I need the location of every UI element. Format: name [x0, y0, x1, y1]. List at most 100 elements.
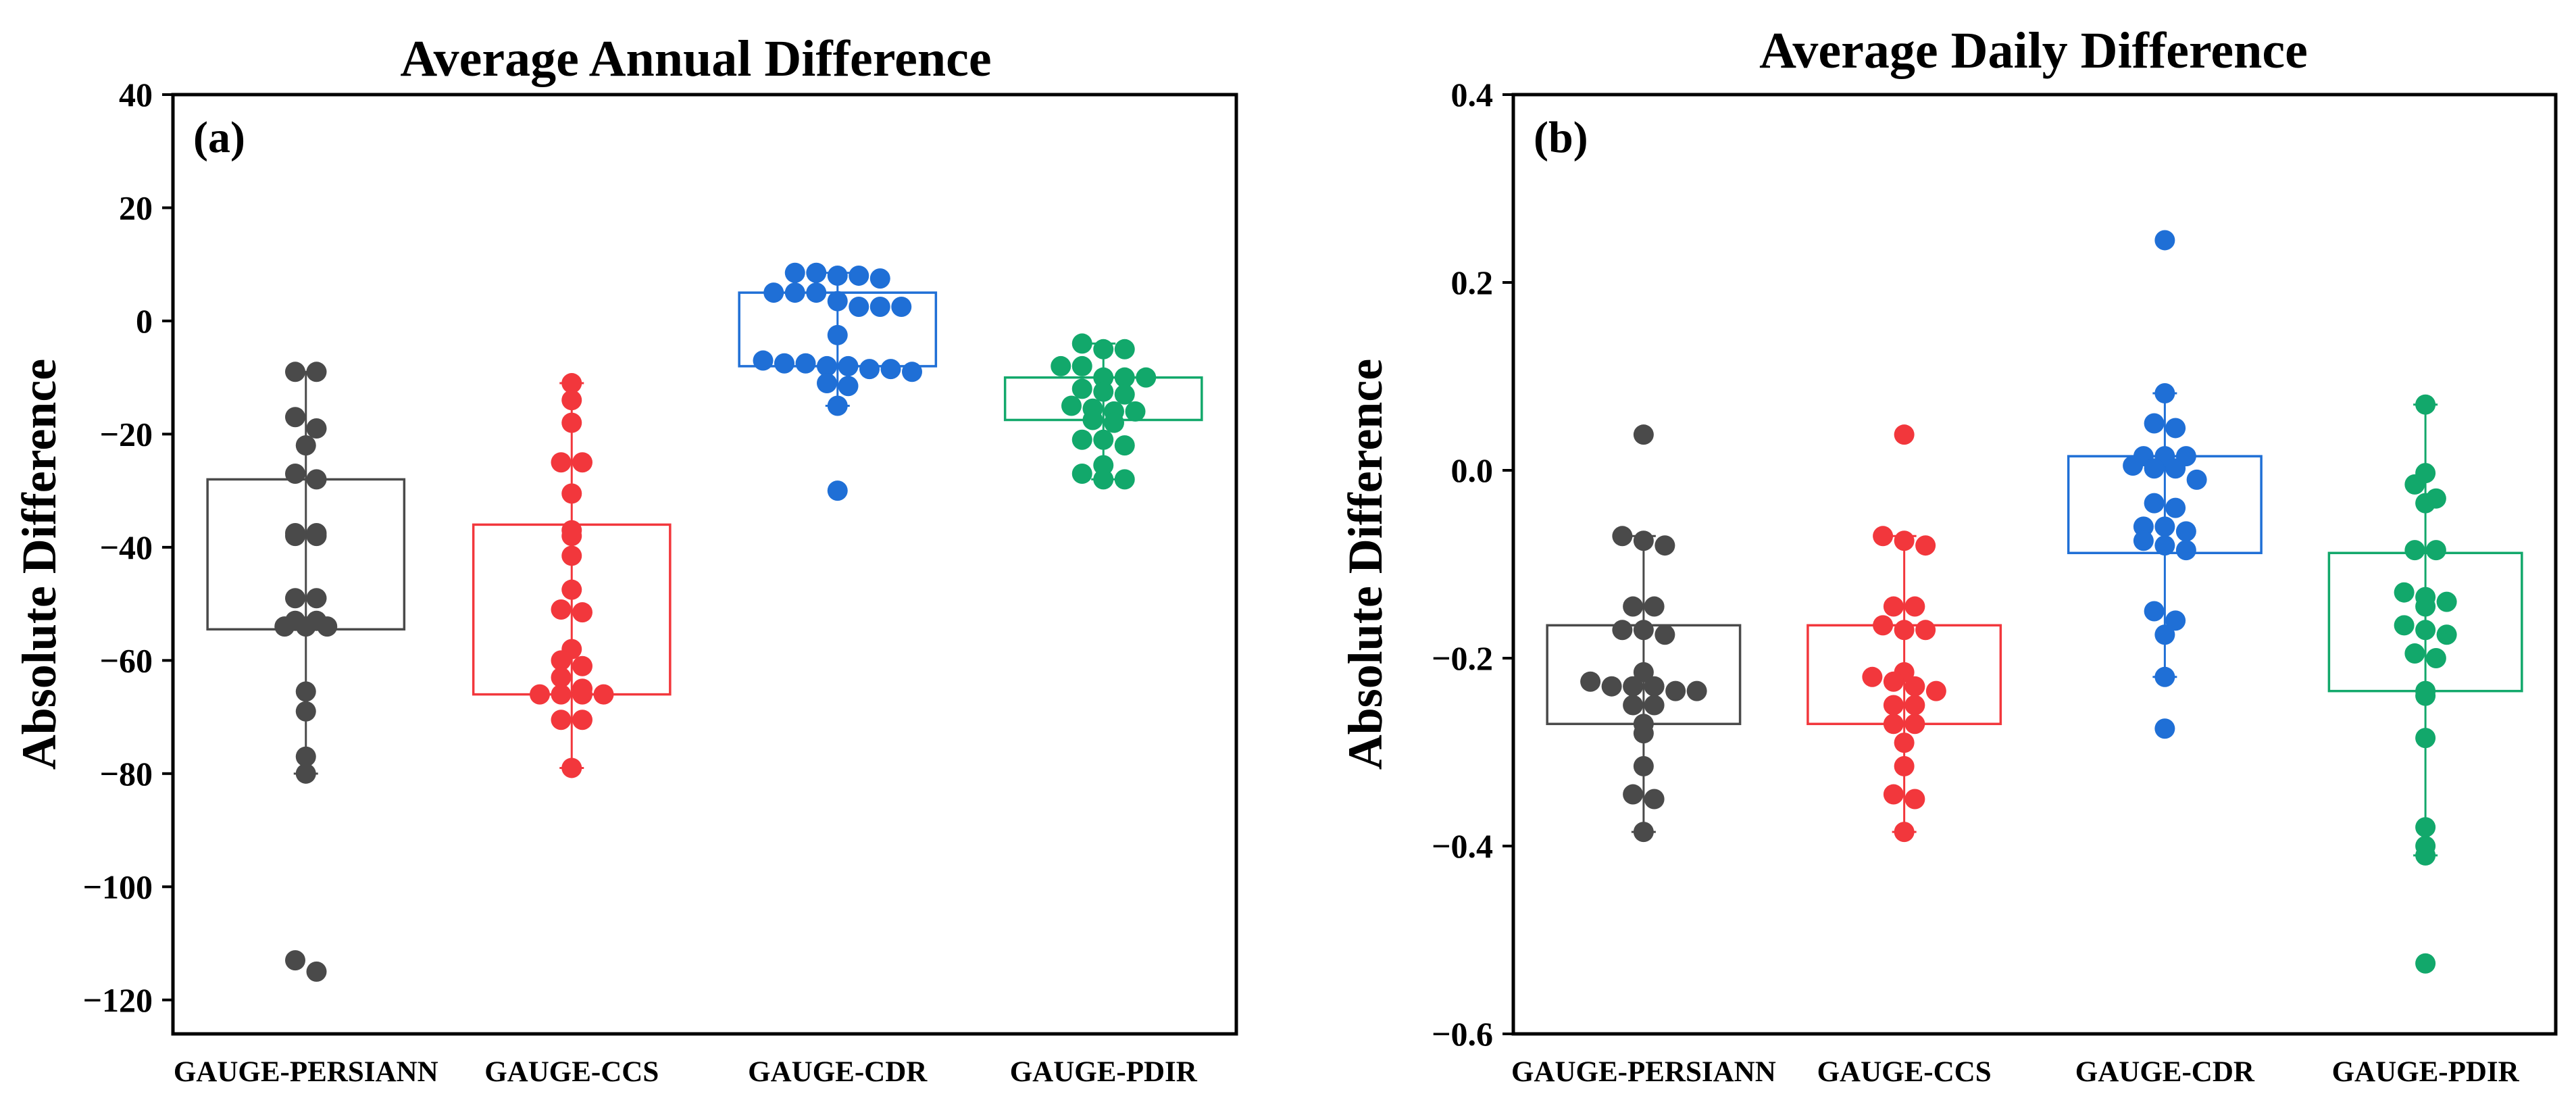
- y-axis-label: Absolute Difference: [1338, 359, 1392, 770]
- data-point: [1894, 733, 1915, 753]
- y-tick-label: 40: [119, 76, 153, 114]
- data-point: [1093, 455, 1114, 476]
- data-point: [1873, 526, 1894, 547]
- chart-title: Average Daily Difference: [1759, 22, 2308, 79]
- data-point: [869, 297, 890, 318]
- data-point: [838, 355, 859, 376]
- data-point: [1644, 695, 1665, 716]
- data-point: [295, 701, 316, 722]
- data-point: [2415, 394, 2436, 415]
- data-point: [1633, 620, 1654, 641]
- data-point: [2175, 521, 2196, 542]
- data-point: [572, 655, 592, 676]
- data-point: [1633, 424, 1654, 445]
- y-tick-label: −20: [100, 415, 153, 453]
- series-gauge-persiann: [206, 362, 406, 982]
- data-point: [2154, 535, 2175, 556]
- x-tick-label: GAUGE-PDIR: [2332, 1056, 2520, 1088]
- data-point: [1894, 755, 1915, 776]
- data-point: [1104, 412, 1124, 433]
- data-point: [285, 526, 305, 547]
- data-point: [1114, 339, 1135, 359]
- data-point: [1612, 620, 1633, 641]
- data-point: [285, 362, 305, 382]
- data-point: [561, 483, 582, 504]
- data-point: [1894, 822, 1915, 843]
- data-point: [2404, 540, 2425, 561]
- data-point: [2436, 591, 2457, 612]
- data-point: [2154, 666, 2175, 687]
- data-point: [2415, 596, 2436, 617]
- y-tick-label: −40: [100, 528, 153, 566]
- chart-panel-b: Average Daily Difference Absolute Differe…: [1338, 22, 2558, 1088]
- data-point: [2154, 624, 2175, 645]
- series-gauge-cdr: [2067, 230, 2263, 739]
- data-point: [1883, 784, 1904, 805]
- data-point: [1915, 535, 1936, 556]
- data-point: [1071, 333, 1092, 354]
- data-point: [572, 602, 592, 623]
- data-point: [1862, 666, 1883, 687]
- data-point: [551, 684, 572, 705]
- data-point: [2144, 413, 2165, 434]
- data-point: [1114, 367, 1135, 388]
- data-point: [2415, 493, 2436, 514]
- data-point: [2165, 610, 2186, 631]
- data-point: [1051, 355, 1071, 376]
- data-point: [1633, 755, 1654, 776]
- data-point: [295, 763, 316, 784]
- x-tick-label: GAUGE-CDR: [748, 1056, 928, 1088]
- data-point: [2394, 615, 2415, 636]
- data-point: [859, 359, 880, 380]
- plot-frame: [1511, 93, 2558, 1036]
- data-point: [849, 297, 869, 318]
- data-point: [2436, 624, 2457, 645]
- data-point: [306, 526, 327, 547]
- data-point: [285, 950, 305, 971]
- data-point: [572, 684, 592, 705]
- x-tick-label: GAUGE-CCS: [1817, 1056, 1992, 1088]
- data-point: [1633, 530, 1654, 551]
- data-point: [1082, 409, 1103, 430]
- data-point: [306, 588, 327, 609]
- data-point: [2144, 493, 2165, 514]
- data-point: [1894, 620, 1915, 641]
- data-point: [2415, 728, 2436, 749]
- data-point: [1894, 424, 1915, 445]
- data-point: [1883, 714, 1904, 735]
- y-axis-label: Absolute Difference: [12, 359, 66, 770]
- data-point: [561, 579, 582, 600]
- y-tick-label: 0.0: [1451, 451, 1494, 489]
- data-point: [1883, 671, 1904, 692]
- data-point: [306, 362, 327, 382]
- x-tick-label: GAUGE-CCS: [484, 1056, 659, 1088]
- data-point: [551, 650, 572, 671]
- data-point: [2165, 497, 2186, 518]
- data-point: [1071, 378, 1092, 399]
- series-gauge-pdir: [2327, 394, 2523, 974]
- data-point: [2165, 458, 2186, 479]
- data-point: [2154, 718, 2175, 739]
- x-tick-label: GAUGE-PDIR: [1010, 1056, 1198, 1088]
- data-point: [817, 355, 837, 376]
- data-point: [1093, 381, 1114, 402]
- data-point: [2394, 582, 2415, 603]
- x-tick-label: GAUGE-CDR: [2075, 1056, 2255, 1088]
- data-point: [1633, 822, 1654, 843]
- data-point: [827, 265, 848, 286]
- data-point: [2154, 383, 2175, 404]
- data-point: [2144, 601, 2165, 622]
- data-point: [1904, 695, 1925, 716]
- data-point: [902, 362, 922, 382]
- data-point: [2415, 620, 2436, 641]
- series-gauge-ccs: [472, 373, 672, 778]
- data-point: [1633, 662, 1654, 682]
- data-point: [827, 480, 848, 501]
- data-point: [1655, 624, 1675, 645]
- data-point: [2415, 685, 2436, 706]
- data-point: [2425, 540, 2446, 561]
- data-point: [1904, 596, 1925, 617]
- data-point: [1904, 789, 1925, 810]
- chart-panel-a: Average Annual Difference Absolute Differ…: [12, 30, 1238, 1088]
- data-point: [2123, 455, 2144, 476]
